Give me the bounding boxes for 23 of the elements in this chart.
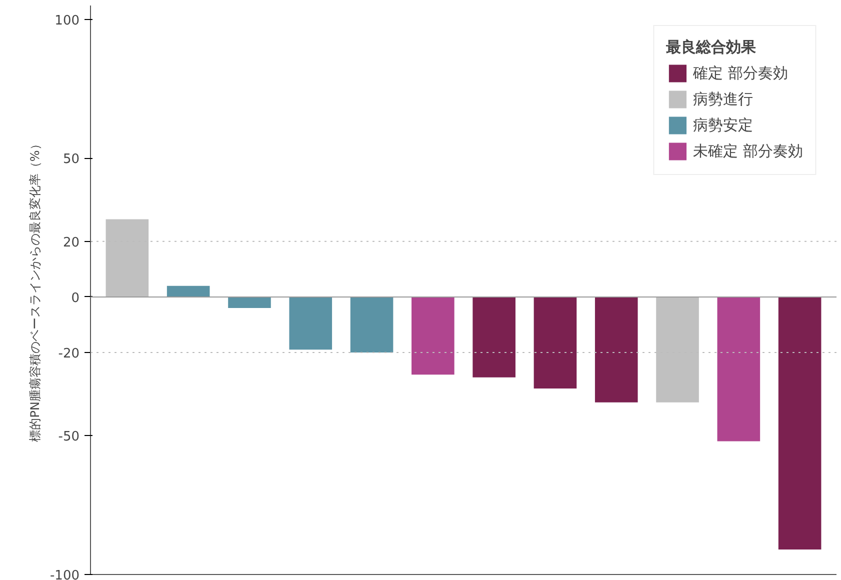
- bar: [534, 296, 577, 389]
- legend-label: 病勢安定: [693, 116, 754, 134]
- bar: [166, 286, 210, 297]
- bar: [289, 296, 332, 350]
- bar: [778, 296, 822, 550]
- legend-label: 未確定 部分奏効: [693, 142, 803, 160]
- legend-label: 病勢進行: [693, 90, 754, 108]
- bar: [350, 296, 394, 352]
- y-tick-label: 20: [62, 235, 80, 250]
- legend-label: 確定 部分奏効: [693, 64, 788, 82]
- y-tick-label: -100: [50, 568, 80, 580]
- y-tick-label: 0: [71, 290, 80, 306]
- bar: [594, 296, 638, 402]
- y-tick-label: -20: [58, 346, 80, 362]
- legend-title: 最良総合効果: [666, 38, 758, 57]
- y-tick-label: 50: [62, 152, 80, 168]
- bar: [412, 296, 454, 375]
- y-tick-label: 100: [54, 13, 80, 28]
- bar: [228, 296, 271, 308]
- y-axis-title: 標的PN腫瘍容積のベースラインからの最良変化率（%）: [28, 138, 42, 442]
- bar: [717, 296, 760, 442]
- bar: [472, 296, 516, 378]
- y-tick-label: -50: [58, 430, 80, 445]
